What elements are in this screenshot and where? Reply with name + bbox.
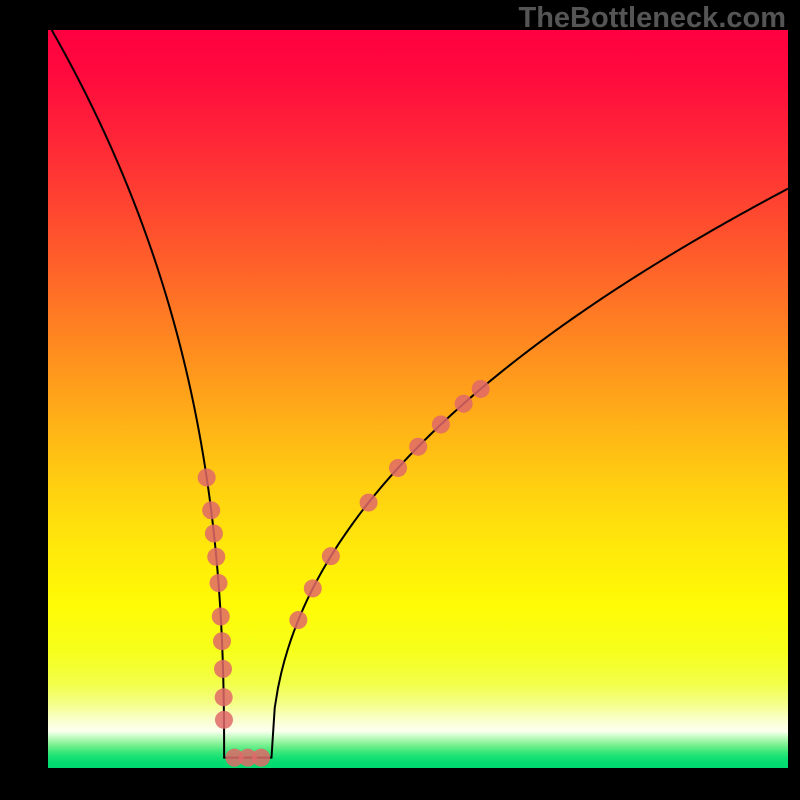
data-marker (252, 749, 270, 767)
watermark-text: TheBottleneck.com (519, 2, 787, 35)
data-marker (289, 611, 307, 629)
data-marker (432, 415, 450, 433)
data-marker (205, 525, 223, 543)
data-marker (198, 469, 216, 487)
data-marker (213, 632, 231, 650)
data-marker (455, 395, 473, 413)
chart-container: TheBottleneck.com (0, 0, 800, 800)
data-marker (210, 574, 228, 592)
bottleneck-curve (52, 30, 788, 758)
data-marker (214, 660, 232, 678)
data-marker (215, 688, 233, 706)
data-marker (409, 438, 427, 456)
data-marker (212, 608, 230, 626)
data-marker (202, 501, 220, 519)
curve-overlay (48, 30, 788, 768)
data-marker (472, 380, 490, 398)
data-marker (215, 711, 233, 729)
data-marker (360, 494, 378, 512)
data-marker (304, 579, 322, 597)
plot-area (48, 30, 788, 768)
data-marker (207, 548, 225, 566)
data-marker (389, 459, 407, 477)
data-marker (322, 547, 340, 565)
